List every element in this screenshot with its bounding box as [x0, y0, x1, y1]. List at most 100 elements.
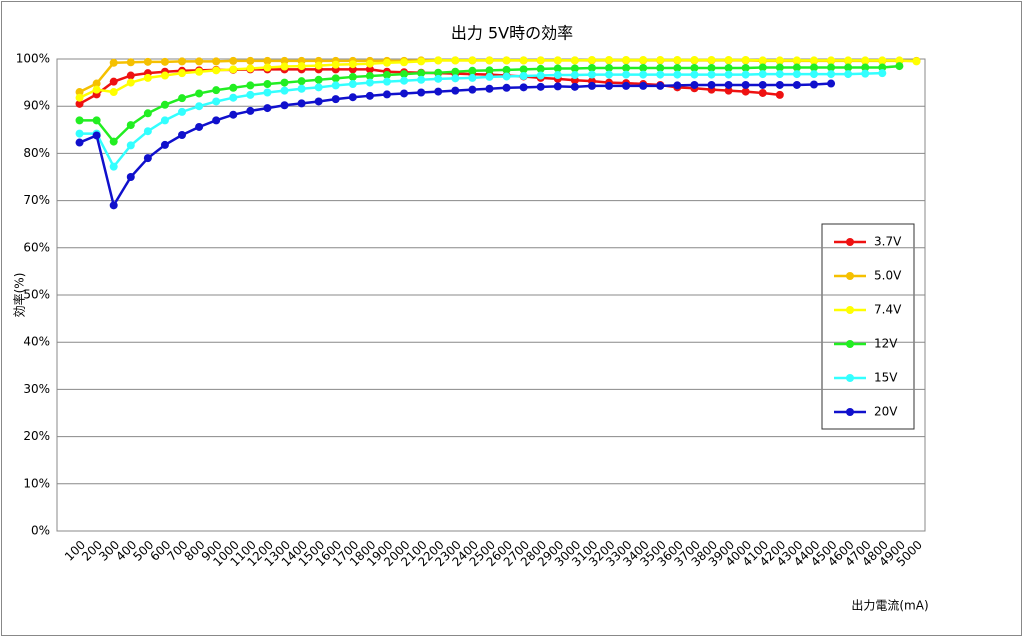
data-point	[758, 88, 767, 97]
data-point	[246, 106, 255, 115]
y-tick-label: 30%	[23, 382, 50, 396]
y-tick-label: 60%	[23, 240, 50, 254]
data-point	[434, 56, 443, 65]
data-point	[878, 63, 887, 72]
data-point	[160, 71, 169, 80]
data-point	[775, 90, 784, 99]
data-point	[280, 78, 289, 87]
data-point	[178, 94, 187, 103]
legend-label: 12V	[874, 337, 898, 351]
data-point	[741, 87, 750, 96]
data-point	[212, 97, 221, 106]
data-point	[485, 84, 494, 93]
data-point	[707, 55, 716, 64]
data-point	[844, 56, 853, 65]
data-point	[587, 81, 596, 90]
data-point	[109, 137, 118, 146]
data-point	[775, 70, 784, 79]
data-point	[502, 83, 511, 92]
data-point	[365, 65, 374, 74]
data-point	[690, 80, 699, 89]
data-point	[605, 55, 614, 64]
data-point	[195, 89, 204, 98]
data-point	[895, 62, 904, 71]
data-point	[519, 83, 528, 92]
data-point	[195, 102, 204, 111]
data-point	[468, 85, 477, 94]
data-point	[536, 82, 545, 91]
data-point	[195, 67, 204, 76]
data-point	[109, 162, 118, 171]
data-point	[92, 85, 101, 94]
data-point	[861, 56, 870, 65]
data-point	[741, 70, 750, 79]
data-point	[844, 70, 853, 79]
data-point	[570, 82, 579, 91]
data-point	[639, 63, 648, 72]
data-point	[809, 70, 818, 79]
data-point	[741, 55, 750, 64]
data-point	[75, 116, 84, 125]
data-point	[724, 70, 733, 79]
data-point	[451, 86, 460, 95]
data-point	[331, 60, 340, 69]
data-point	[536, 56, 545, 65]
data-point	[126, 58, 135, 67]
legend-label: 15V	[874, 371, 898, 385]
data-point	[400, 58, 409, 67]
data-point	[143, 127, 152, 136]
data-point	[707, 80, 716, 89]
data-point	[451, 74, 460, 83]
data-point	[348, 72, 357, 81]
data-point	[587, 70, 596, 79]
data-point	[143, 73, 152, 82]
data-point	[143, 109, 152, 118]
data-point	[622, 63, 631, 72]
data-point	[109, 201, 118, 210]
data-point	[809, 80, 818, 89]
data-point	[570, 56, 579, 65]
data-point	[246, 64, 255, 73]
data-point	[178, 130, 187, 139]
y-tick-label: 40%	[23, 335, 50, 349]
data-point	[263, 56, 272, 65]
data-point	[229, 65, 238, 74]
data-point	[468, 66, 477, 75]
data-point	[331, 81, 340, 90]
data-point	[553, 56, 562, 65]
data-point	[348, 93, 357, 102]
data-point	[639, 55, 648, 64]
data-point	[400, 76, 409, 85]
data-point	[297, 62, 306, 71]
data-point	[92, 131, 101, 140]
data-point	[809, 63, 818, 72]
data-point	[673, 55, 682, 64]
data-point	[758, 70, 767, 79]
data-point	[280, 101, 289, 110]
data-point	[126, 141, 135, 150]
data-point	[314, 97, 323, 106]
data-point	[758, 63, 767, 72]
data-point	[178, 69, 187, 78]
data-point	[451, 67, 460, 76]
data-point	[434, 68, 443, 77]
data-point	[229, 110, 238, 119]
data-point	[126, 71, 135, 80]
data-point	[878, 56, 887, 65]
data-point	[246, 56, 255, 65]
data-point	[912, 57, 921, 66]
data-point	[348, 60, 357, 69]
legend-marker	[846, 374, 854, 382]
data-point	[263, 88, 272, 97]
data-point	[382, 71, 391, 80]
data-point	[195, 57, 204, 66]
data-point	[536, 64, 545, 73]
data-point	[365, 71, 374, 80]
data-point	[382, 77, 391, 86]
data-point	[246, 90, 255, 99]
data-point	[417, 88, 426, 97]
data-point	[775, 63, 784, 72]
data-point	[297, 77, 306, 86]
data-point	[724, 63, 733, 72]
data-point	[570, 71, 579, 80]
